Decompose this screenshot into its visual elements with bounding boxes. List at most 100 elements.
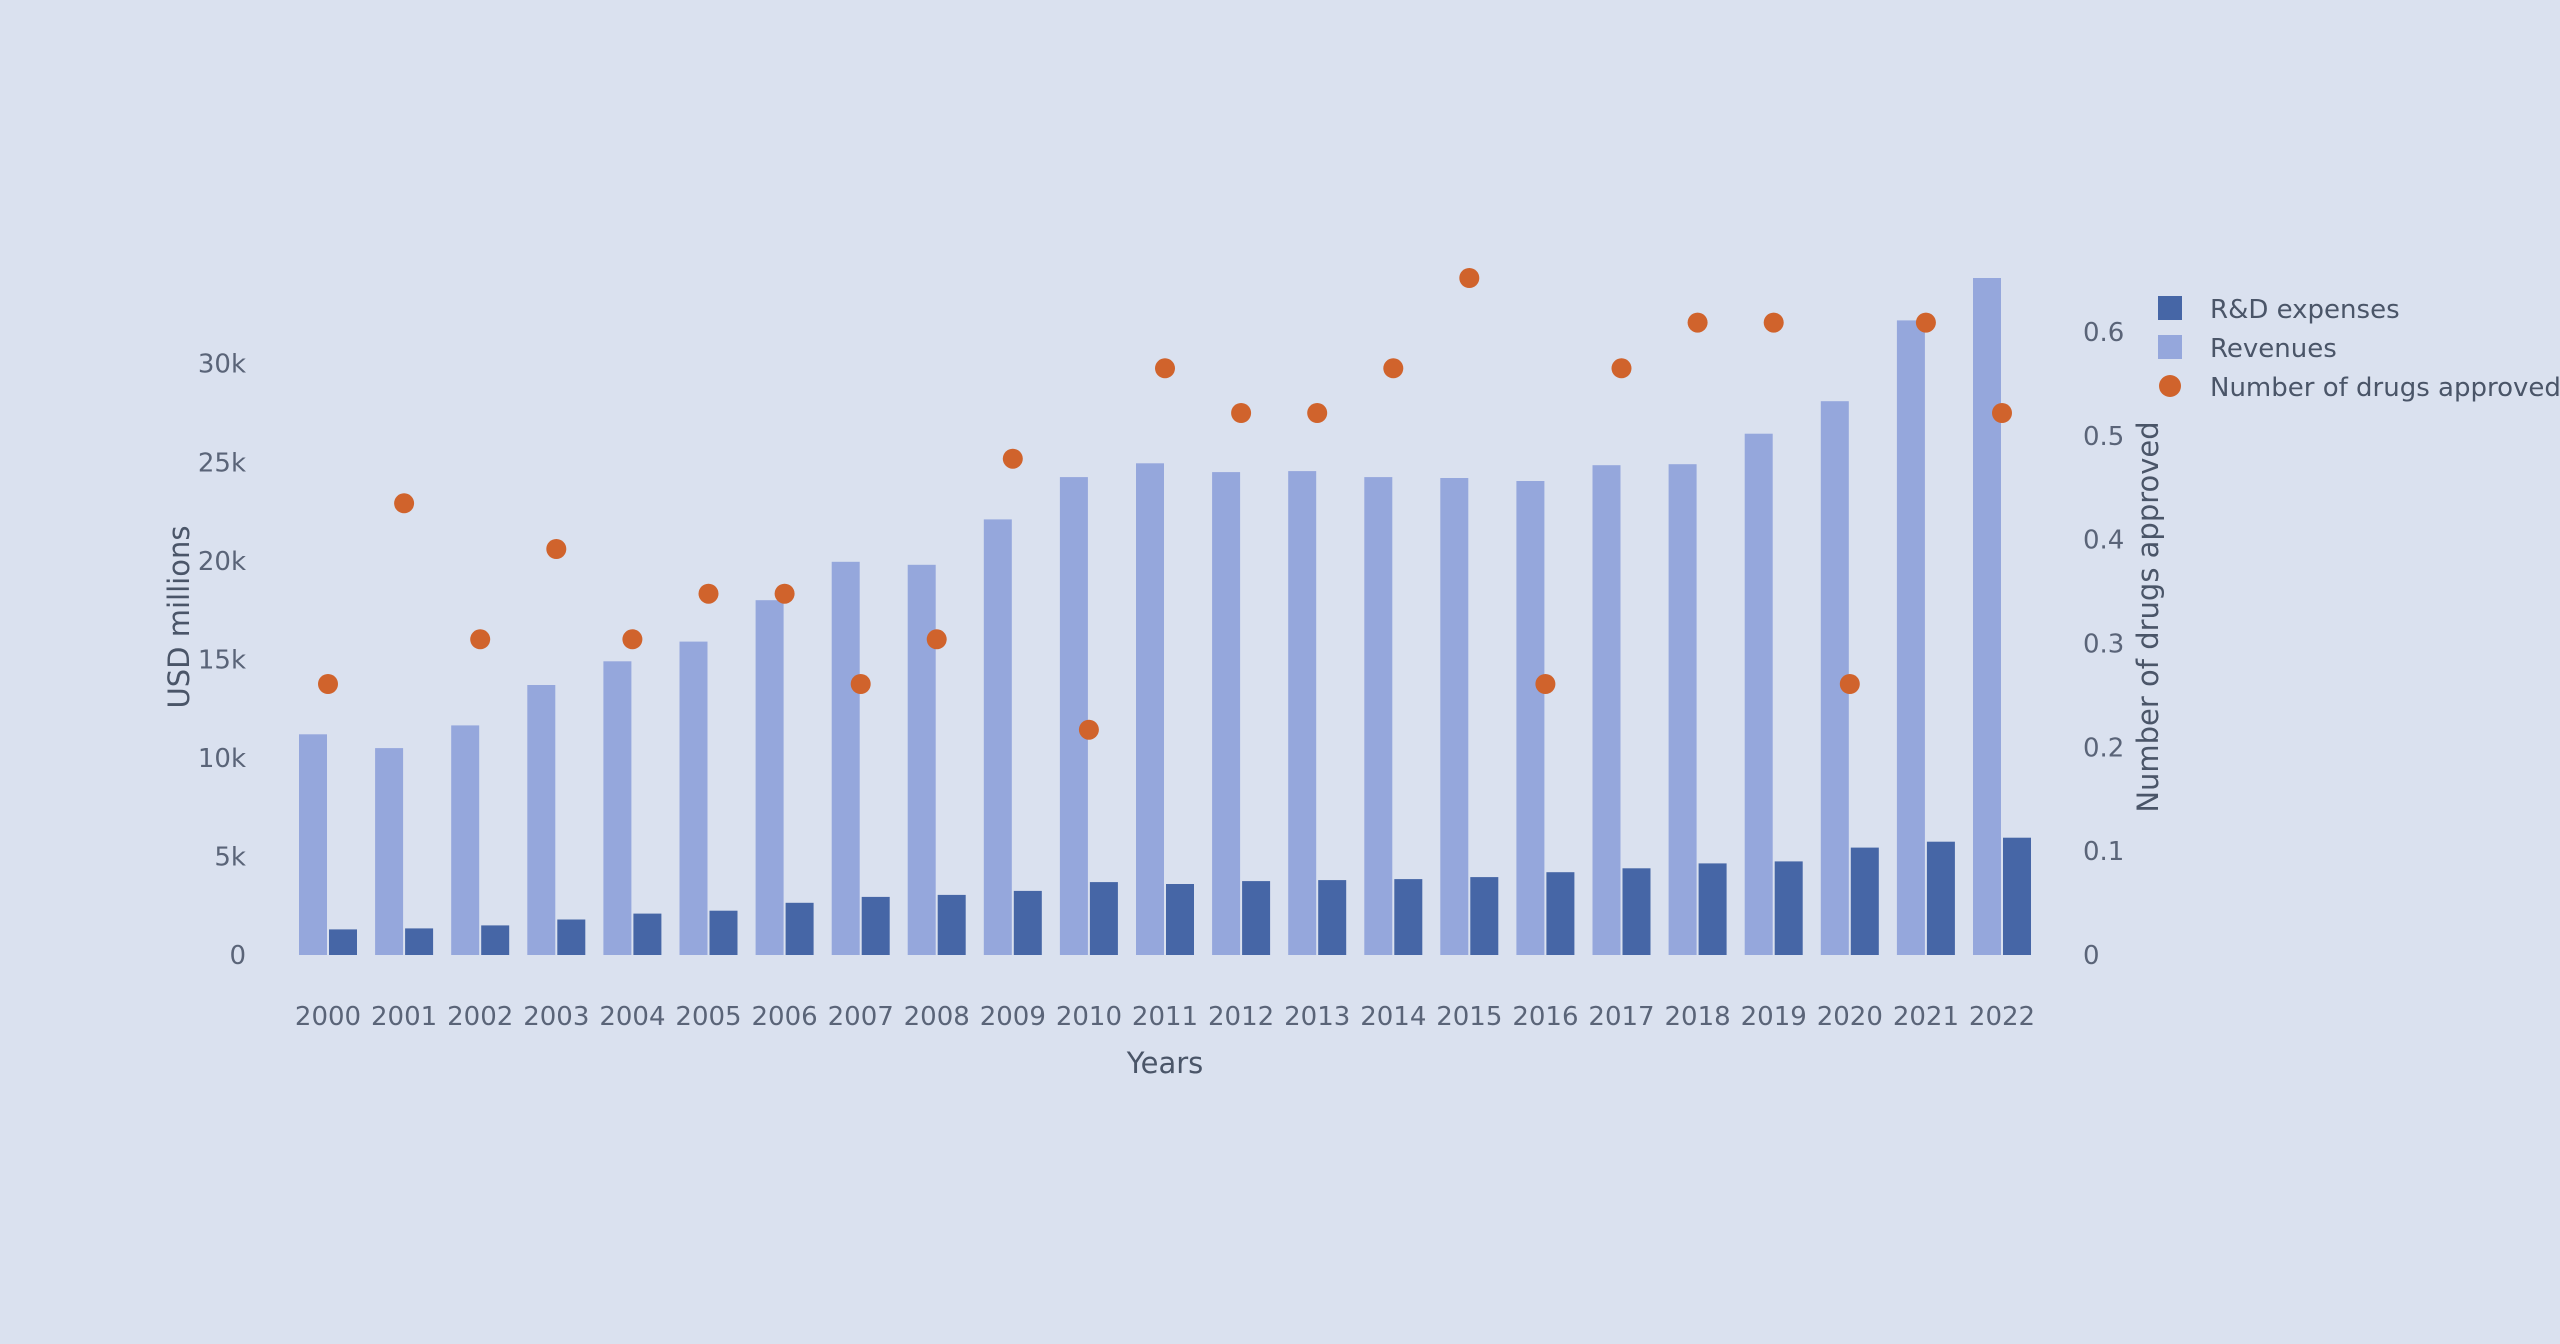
x-tick-label: 2021 (1893, 1002, 1959, 1032)
bar-rd-expenses-2008 (937, 894, 966, 955)
y-axis-title: USD millions (162, 526, 196, 709)
legend: R&D expenses Revenues Number of drugs ap… (2158, 295, 2560, 403)
y2-axis-title: Number of drugs approved (2131, 421, 2165, 812)
bar-revenues-2015 (1440, 478, 1469, 955)
x-tick-label: 2020 (1817, 1002, 1883, 1032)
bar-rd-expenses-2006 (785, 902, 814, 955)
point-drugs-approved-2009 (1002, 448, 1023, 469)
x-tick-label: 2016 (1512, 1002, 1578, 1032)
bar-revenues-2006 (755, 600, 784, 955)
bar-rd-expenses-2012 (1242, 881, 1271, 955)
bar-rd-expenses-2018 (1698, 863, 1727, 955)
y2-tick-label: 0.4 (2083, 526, 2124, 556)
bar-revenues-2000 (299, 734, 327, 955)
y-tick-label: 20k (198, 547, 246, 577)
bar-rd-expenses-2007 (861, 896, 890, 955)
point-drugs-approved-2004 (622, 629, 643, 650)
bar-rd-expenses-2010 (1089, 882, 1118, 955)
bar-revenues-2007 (831, 561, 860, 955)
x-tick-label: 2012 (1208, 1002, 1274, 1032)
x-tick-label: 2004 (599, 1002, 665, 1032)
point-drugs-approved-2005 (698, 583, 719, 604)
bar-revenues-2019 (1744, 433, 1773, 955)
bar-rd-expenses-2021 (1926, 841, 1955, 955)
x-tick-label: 2018 (1665, 1002, 1731, 1032)
point-drugs-approved-2022 (1992, 403, 2012, 423)
point-drugs-approved-2018 (1687, 312, 1708, 333)
point-drugs-approved-2003 (546, 539, 567, 559)
bar-rd-expenses-2004 (633, 913, 662, 955)
x-tick-label: 2017 (1588, 1002, 1654, 1032)
y2-tick-label: 0.5 (2083, 422, 2124, 452)
bar-rd-expenses-2016 (1546, 872, 1575, 955)
point-drugs-approved-2019 (1763, 312, 1784, 333)
bar-rd-expenses-2015 (1470, 877, 1499, 955)
x-tick-label: 2001 (371, 1002, 437, 1032)
legend-label-rd: R&D expenses (2210, 295, 2400, 325)
x-tick-label: 2007 (828, 1002, 894, 1032)
x-tick-label: 2003 (523, 1002, 589, 1032)
legend-marker-drugs (2159, 375, 2181, 397)
x-tick-label: 2005 (675, 1002, 741, 1032)
x-tick-label: 2009 (980, 1002, 1046, 1032)
legend-swatch-revenues (2158, 335, 2182, 359)
point-drugs-approved-2001 (394, 493, 415, 514)
point-drugs-approved-2000 (318, 674, 338, 694)
point-drugs-approved-2002 (470, 629, 491, 650)
y-tick-label: 5k (214, 843, 246, 873)
point-drugs-approved-2012 (1231, 403, 1252, 423)
x-axis-title: Years (1126, 1046, 1204, 1080)
bar-revenues-2021 (1896, 320, 1925, 955)
y-tick-label: 25k (198, 448, 246, 478)
bar-revenues-2022 (1973, 278, 2001, 955)
point-drugs-approved-2010 (1078, 719, 1099, 740)
bar-rd-expenses-2002 (481, 925, 510, 955)
y-tick-label: 10k (198, 744, 246, 774)
point-drugs-approved-2013 (1307, 403, 1328, 423)
points-layer (318, 268, 2012, 740)
point-drugs-approved-2017 (1611, 358, 1632, 379)
y-tick-label: 15k (198, 645, 246, 675)
bar-revenues-2004 (603, 661, 632, 955)
bar-rd-expenses-2011 (1166, 884, 1194, 955)
x-tick-label: 2015 (1436, 1002, 1502, 1032)
bar-revenues-2002 (451, 725, 480, 955)
y-tick-label: 30k (198, 350, 246, 380)
x-tick-label: 2011 (1132, 1002, 1198, 1032)
legend-swatch-rd (2158, 296, 2182, 320)
point-drugs-approved-2006 (774, 583, 795, 604)
bar-rd-expenses-2005 (709, 910, 738, 955)
x-tick-label: 2006 (752, 1002, 818, 1032)
bar-rd-expenses-2003 (557, 919, 586, 955)
y-tick-label: 0 (229, 941, 246, 971)
bars-layer (299, 278, 2031, 955)
point-drugs-approved-2007 (850, 674, 871, 694)
bar-revenues-2011 (1136, 463, 1164, 955)
point-drugs-approved-2021 (1915, 312, 1936, 333)
bar-rd-expenses-2009 (1013, 890, 1042, 955)
bar-revenues-2018 (1668, 464, 1697, 955)
x-tick-label: 2013 (1284, 1002, 1350, 1032)
y2-tick-label: 0.3 (2083, 630, 2124, 660)
y2-tick-label: 0 (2083, 941, 2100, 971)
bar-revenues-2013 (1288, 471, 1317, 955)
y2-tick-label: 0.6 (2083, 318, 2124, 348)
bar-revenues-2003 (527, 685, 556, 955)
bar-revenues-2009 (983, 519, 1012, 955)
y2-axis-ticks: 0 0.1 0.2 0.3 0.4 0.5 0.6 (2083, 318, 2124, 971)
x-tick-label: 2000 (295, 1002, 361, 1032)
legend-label-revenues: Revenues (2210, 334, 2337, 364)
bar-rd-expenses-2017 (1622, 868, 1651, 955)
bar-rd-expenses-2019 (1774, 861, 1803, 955)
point-drugs-approved-2020 (1839, 674, 1860, 694)
bar-revenues-2008 (907, 564, 936, 955)
x-tick-label: 2022 (1969, 1002, 2035, 1032)
bar-revenues-2001 (375, 748, 404, 955)
x-axis-ticks: 2000 2001 2002 2003 2004 2005 2006 2007 2008 2009… (295, 1002, 2035, 1032)
point-drugs-approved-2008 (926, 629, 947, 650)
bar-rd-expenses-2013 (1318, 880, 1347, 955)
x-tick-label: 2019 (1741, 1002, 1807, 1032)
bar-rd-expenses-2000 (329, 929, 357, 955)
y-axis-ticks: 0 5k 10k 15k 20k 25k 30k (198, 350, 246, 971)
